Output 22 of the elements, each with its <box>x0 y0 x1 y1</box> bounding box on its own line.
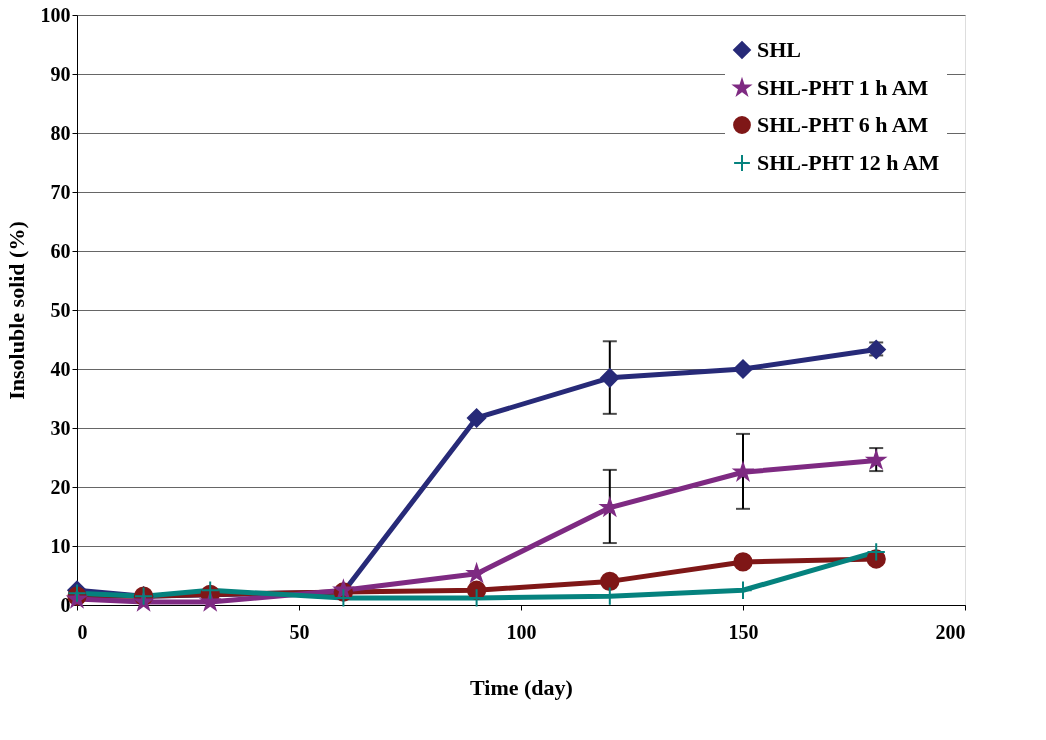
legend-label: SHL-PHT 12 h AM <box>757 150 940 175</box>
legend-label: SHL <box>757 37 802 62</box>
y-tick-label: 100 <box>40 3 71 26</box>
y-tick-label: 60 <box>50 239 71 262</box>
x-axis-title: Time (day) <box>470 674 573 700</box>
x-tick-label: 50 <box>289 620 310 643</box>
x-tick-label: 100 <box>506 620 537 643</box>
y-tick-label: 30 <box>50 416 71 439</box>
y-tick-label: 70 <box>50 180 71 203</box>
y-tick-label: 80 <box>50 121 71 144</box>
y-tick-label: 0 <box>60 593 71 616</box>
x-tick-label: 0 <box>77 620 88 643</box>
y-tick-label: 10 <box>50 534 71 557</box>
x-tick-label: 150 <box>728 620 759 643</box>
legend-label: SHL-PHT 1 h AM <box>757 75 929 100</box>
y-axis-title: Insoluble solid (%) <box>3 221 29 400</box>
y-tick-label: 90 <box>50 62 71 85</box>
y-tick-label: 40 <box>50 357 71 380</box>
x-tick-label: 200 <box>935 620 966 643</box>
legend-label: SHL-PHT 6 h AM <box>757 112 929 137</box>
y-tick-label: 20 <box>50 475 71 498</box>
y-tick-label: 50 <box>50 298 71 321</box>
